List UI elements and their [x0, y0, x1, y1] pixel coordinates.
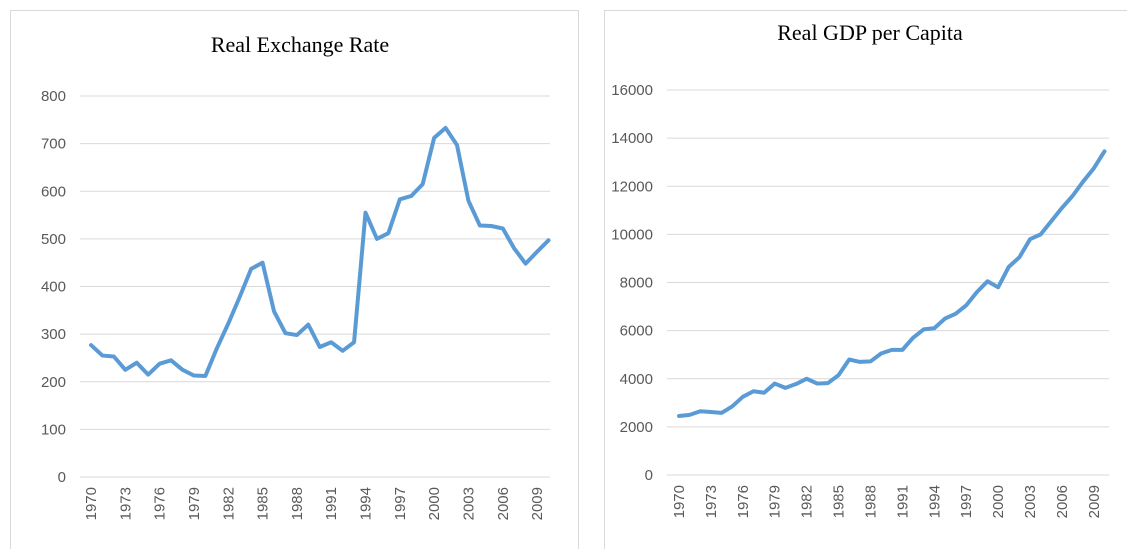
y-tick-label: 700	[41, 136, 66, 153]
data-line	[679, 151, 1105, 416]
y-tick-label: 400	[41, 279, 66, 296]
x-tick-label: 1982	[220, 487, 237, 520]
x-tick-label: 1970	[671, 485, 688, 518]
x-tick-label: 1985	[255, 487, 272, 520]
x-tick-label: 1976	[152, 487, 169, 520]
x-tick-label: 1973	[703, 485, 720, 518]
x-tick-label: 1994	[926, 485, 943, 518]
x-tick-label: 1976	[735, 485, 752, 518]
x-tick-label: 2000	[990, 485, 1007, 518]
x-tick-label: 2009	[1086, 485, 1103, 518]
x-tick-label: 1970	[83, 487, 100, 520]
y-tick-label: 600	[41, 183, 66, 200]
y-tick-label: 12000	[611, 178, 653, 195]
y-tick-label: 800	[41, 88, 66, 105]
x-tick-label: 1988	[289, 487, 306, 520]
x-tick-label: 2003	[1022, 485, 1039, 518]
x-tick-label: 1988	[862, 485, 879, 518]
y-tick-label: 10000	[611, 226, 653, 243]
chart-title: Real Exchange Rate	[211, 32, 389, 57]
y-tick-label: 16000	[611, 82, 653, 99]
x-tick-label: 1997	[392, 487, 409, 520]
x-tick-label: 1979	[186, 487, 203, 520]
y-tick-label: 14000	[611, 130, 653, 147]
y-tick-label: 6000	[620, 323, 653, 340]
x-tick-label: 2009	[529, 487, 546, 520]
chart-frame	[11, 11, 579, 550]
x-tick-label: 1979	[767, 485, 784, 518]
x-tick-label: 2006	[495, 487, 512, 520]
y-tick-label: 100	[41, 421, 66, 438]
chart-frame	[605, 11, 1127, 550]
x-tick-label: 1997	[958, 485, 975, 518]
y-tick-label: 0	[645, 467, 653, 484]
x-tick-label: 1994	[358, 487, 375, 520]
data-line	[91, 128, 549, 376]
x-tick-label: 2003	[460, 487, 477, 520]
y-tick-label: 300	[41, 326, 66, 343]
chart-title: Real GDP per Capita	[777, 20, 963, 45]
x-tick-label: 2006	[1054, 485, 1071, 518]
x-tick-label: 1991	[894, 485, 911, 518]
y-tick-label: 500	[41, 231, 66, 248]
y-tick-label: 2000	[620, 419, 653, 436]
x-tick-label: 1973	[117, 487, 134, 520]
x-tick-label: 1982	[799, 485, 816, 518]
x-tick-label: 1985	[831, 485, 848, 518]
y-tick-label: 4000	[620, 371, 653, 388]
y-tick-label: 8000	[620, 275, 653, 292]
y-tick-label: 0	[58, 469, 66, 486]
y-tick-label: 200	[41, 374, 66, 391]
x-tick-label: 2000	[426, 487, 443, 520]
x-tick-label: 1991	[323, 487, 340, 520]
